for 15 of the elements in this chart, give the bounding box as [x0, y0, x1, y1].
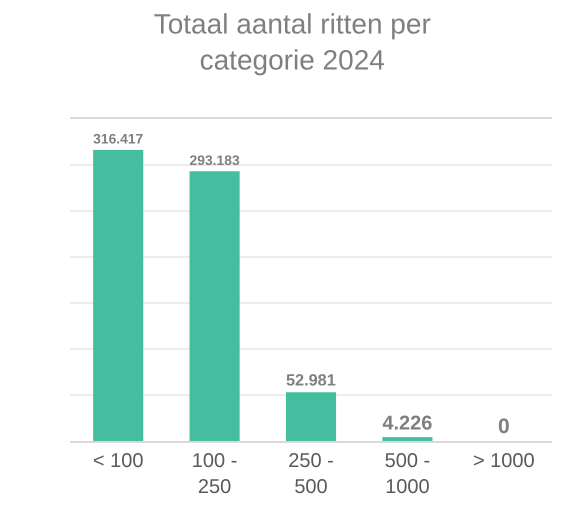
x-tick-label: 100 - 250: [192, 450, 238, 498]
chart-title: Totaal aantal ritten per categorie 2024: [154, 8, 431, 76]
bar: [382, 437, 432, 441]
x-tick-label: < 100: [92, 450, 144, 472]
x-tick-label: 250 - 500: [288, 450, 334, 498]
data-label: 293.183: [190, 152, 240, 168]
bar: [190, 171, 240, 441]
bar: [286, 392, 336, 441]
bar: [93, 150, 144, 441]
x-tick-label: 500 - 1000: [384, 450, 430, 498]
data-label: 4.226: [382, 412, 432, 434]
data-label: 52.981: [286, 371, 336, 390]
data-label: 0: [498, 415, 510, 438]
x-tick-label: > 1000: [472, 450, 535, 472]
data-label: 316.417: [93, 130, 144, 147]
